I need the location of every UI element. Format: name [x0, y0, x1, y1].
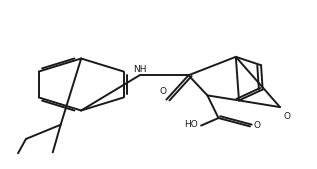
Text: O: O [283, 112, 290, 121]
Text: NH: NH [133, 65, 146, 74]
Text: O: O [160, 87, 167, 96]
Text: HO: HO [184, 120, 198, 129]
Text: O: O [253, 121, 260, 130]
